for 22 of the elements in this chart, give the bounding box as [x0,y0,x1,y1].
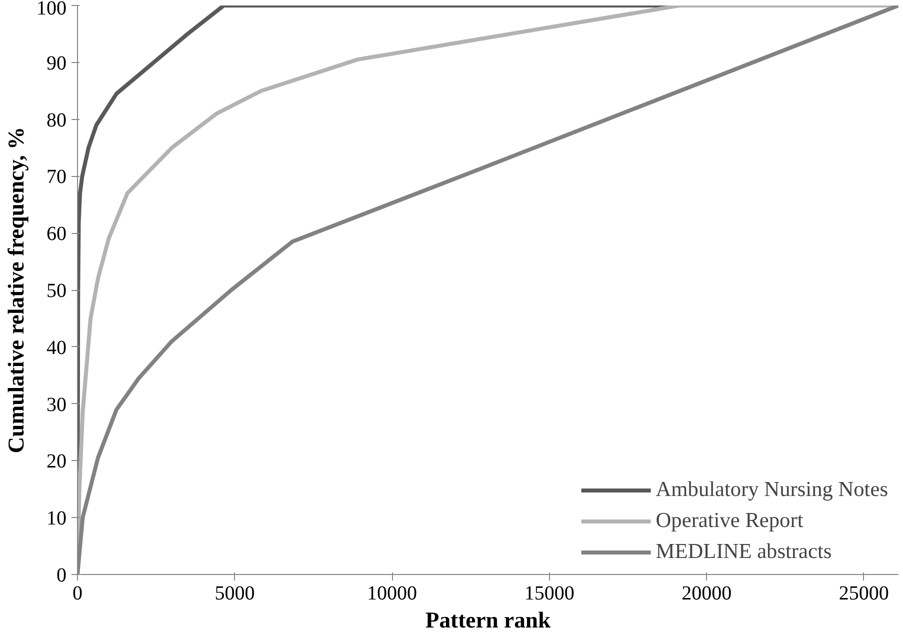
y-tick-label: 10 [46,508,66,530]
x-tick-label: 10000 [367,582,418,604]
x-tick-label: 20000 [682,582,732,604]
y-tick-label: 100 [36,0,66,20]
x-axis-title: Pattern rank [425,608,552,632]
x-tick-label: 25000 [838,582,889,604]
y-tick-label: 0 [56,564,66,586]
x-tick-label: 0 [72,582,82,604]
y-tick-label: 70 [46,166,66,188]
y-tick-label: 30 [46,394,66,416]
y-axis-title: Cumulative relative frequency, % [4,126,28,454]
y-tick-label: 80 [46,109,66,132]
legend-label: Operative Report [656,508,804,533]
y-tick-label: 40 [46,336,66,359]
x-tick-label: 15000 [524,582,574,604]
y-tick-label: 60 [46,223,66,246]
y-tick-label: 50 [46,280,66,302]
y-tick-label: 20 [46,450,66,473]
legend-label: MEDLINE abstracts [656,539,832,564]
y-tick-label: 90 [46,52,66,74]
legend-label: Ambulatory Nursing Notes [656,477,888,502]
x-tick-label: 5000 [214,582,255,604]
